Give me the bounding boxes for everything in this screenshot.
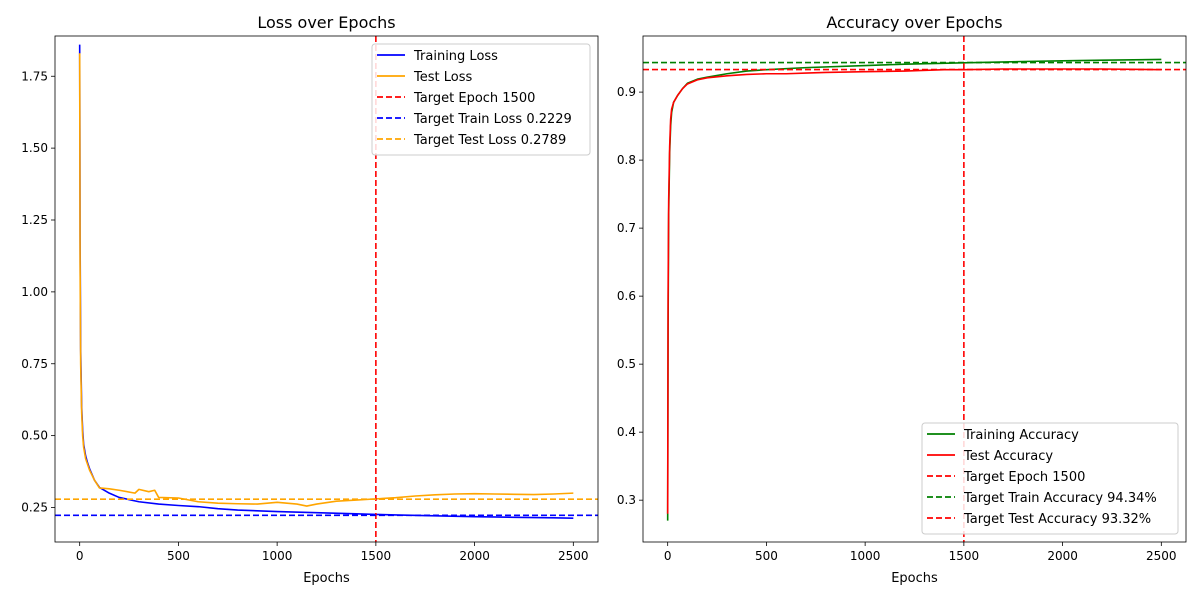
x-tick-label: 0 bbox=[664, 549, 672, 563]
legend-box bbox=[371, 43, 591, 156]
legend-label: Target Test Accuracy 93.32% bbox=[963, 512, 1151, 527]
legend-box bbox=[921, 422, 1179, 535]
panel-loss: Loss over Epochs 0 500 1000 1500 2000 2500 0.25… bbox=[21, 13, 599, 586]
panel-accuracy: Accuracy over Epochs 0 500 1000 1500 2000 2500… bbox=[617, 13, 1187, 586]
axes-frame bbox=[642, 35, 1187, 543]
legend-label: Test Loss bbox=[413, 70, 472, 85]
legend-label: Target Train Loss 0.2229 bbox=[413, 112, 572, 127]
legend-label: Target Epoch 1500 bbox=[413, 91, 535, 106]
series-line-test-loss bbox=[78, 53, 574, 507]
x-tick-label: 500 bbox=[167, 549, 190, 563]
x-tick-label: 500 bbox=[755, 549, 778, 563]
x-tick-label: 1500 bbox=[361, 549, 392, 563]
chart-title: Accuracy over Epochs bbox=[826, 13, 1002, 32]
y-tick-label: 0.25 bbox=[21, 501, 48, 515]
y-tick-label: 0.8 bbox=[617, 153, 636, 167]
legend: Training Accuracy Test Accuracy Target Epo… bbox=[921, 422, 1179, 535]
x-tick-label: 2000 bbox=[459, 549, 490, 563]
y-tick-label: 1.75 bbox=[21, 69, 48, 83]
y-tick-label: 0.5 bbox=[617, 357, 636, 371]
x-tick-label: 0 bbox=[76, 549, 84, 563]
x-tick-label: 2500 bbox=[558, 549, 589, 563]
y-tick-label: 0.75 bbox=[21, 357, 48, 371]
legend-label: Target Test Loss 0.2789 bbox=[413, 133, 566, 148]
legend-label: Training Accuracy bbox=[963, 428, 1079, 443]
y-tick-label: 1.25 bbox=[21, 213, 48, 227]
x-tick-label: 1000 bbox=[850, 549, 881, 563]
y-tick-label: 0.7 bbox=[617, 221, 636, 235]
chart-title: Loss over Epochs bbox=[257, 13, 395, 32]
x-tick-label: 1500 bbox=[949, 549, 980, 563]
x-tick-label: 1000 bbox=[262, 549, 293, 563]
y-tick-label: 1.00 bbox=[21, 285, 48, 299]
y-tick-label: 1.50 bbox=[21, 141, 48, 155]
legend-label: Training Loss bbox=[413, 49, 498, 64]
y-tick-label: 0.4 bbox=[617, 425, 636, 439]
x-axis-label: Epochs bbox=[891, 571, 938, 586]
plot-data bbox=[643, 36, 1186, 542]
legend: Training Loss Test Loss Target Epoch 1500 T… bbox=[371, 43, 591, 156]
y-tick-label: 0.3 bbox=[617, 493, 636, 507]
x-tick-label: 2000 bbox=[1047, 549, 1078, 563]
y-tick-label: 0.6 bbox=[617, 289, 636, 303]
y-tick-label: 0.9 bbox=[617, 85, 636, 99]
legend-label: Test Accuracy bbox=[963, 449, 1053, 464]
legend-label: Target Train Accuracy 94.34% bbox=[963, 491, 1157, 506]
y-tick-label: 0.50 bbox=[21, 429, 48, 443]
x-axis-label: Epochs bbox=[303, 571, 350, 586]
legend-label: Target Epoch 1500 bbox=[963, 470, 1085, 485]
x-tick-label: 2500 bbox=[1146, 549, 1177, 563]
axes-frame bbox=[54, 35, 599, 543]
